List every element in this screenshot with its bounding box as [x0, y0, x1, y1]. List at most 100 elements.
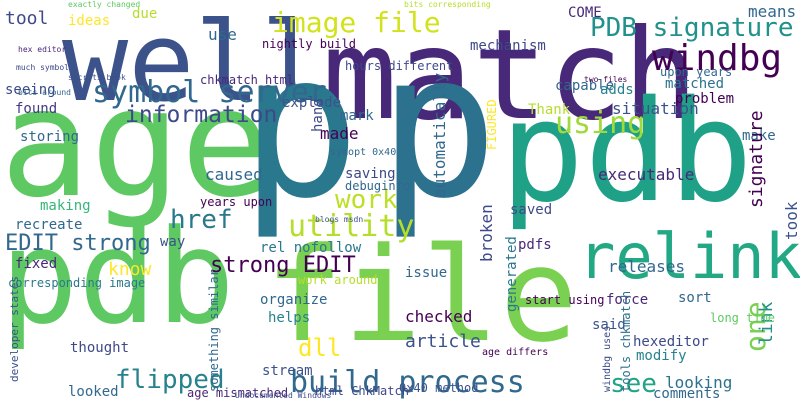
- word: stream: [262, 363, 313, 379]
- word: know: [108, 259, 152, 280]
- word: age mismatched: [187, 386, 288, 400]
- word: seeing: [5, 82, 56, 98]
- word: match: [322, 3, 698, 148]
- word: image file: [272, 6, 441, 39]
- word: EDIT strong: [5, 231, 151, 256]
- word: releases: [608, 257, 685, 276]
- word: Thank: [528, 102, 571, 118]
- word: said: [592, 317, 626, 333]
- word: chkmatch html: [200, 73, 294, 87]
- word: html ChkMatch: [315, 384, 409, 398]
- word: p: [240, 10, 360, 243]
- word: modify: [636, 348, 687, 364]
- word: use: [208, 25, 237, 44]
- word: checked: [405, 307, 472, 326]
- word: saving: [345, 166, 396, 182]
- word: pdfs: [518, 237, 552, 253]
- word: years upon: [200, 195, 272, 209]
- word: caused: [205, 165, 263, 184]
- word: broken: [477, 204, 496, 262]
- word: looking: [665, 373, 732, 392]
- word: hex editor: [18, 45, 66, 54]
- word: situation: [612, 99, 699, 118]
- word: utility: [288, 209, 414, 244]
- word: age: [0, 57, 271, 231]
- word: windbg uses: [602, 326, 613, 392]
- word: hexeditor: [633, 334, 709, 350]
- word: problem: [675, 91, 734, 107]
- word: href: [170, 205, 233, 235]
- word: something similar: [207, 269, 221, 392]
- word: rel nofollow: [260, 240, 362, 256]
- word: windbg: [652, 38, 782, 79]
- word: hand: [310, 98, 326, 132]
- word: took: [782, 201, 800, 240]
- word: hours different: [345, 59, 453, 73]
- word: issue: [405, 265, 447, 281]
- word: corresponding image: [8, 276, 145, 290]
- word: dll: [298, 334, 341, 362]
- word: pdb: [500, 71, 753, 234]
- word: saved: [510, 202, 552, 218]
- word: bits around: [18, 88, 71, 97]
- word: flipped: [115, 365, 225, 395]
- word: see: [610, 369, 657, 399]
- word: automatically: [430, 72, 449, 198]
- word: ideas: [68, 13, 110, 29]
- word: recreate: [15, 217, 82, 233]
- word: explode: [282, 95, 341, 111]
- word: force: [606, 292, 648, 308]
- word: tools chkmatch: [619, 291, 633, 392]
- word: one: [739, 301, 772, 352]
- word: article: [405, 331, 481, 352]
- word: long time: [710, 311, 775, 325]
- word: signature: [746, 110, 767, 208]
- word: strong EDIT: [210, 253, 356, 278]
- word: due: [132, 6, 157, 22]
- word: exactly changed: [68, 0, 140, 9]
- word: found: [15, 101, 57, 117]
- word: secrets book: [68, 73, 126, 82]
- word: means: [748, 2, 796, 21]
- word: adds: [600, 82, 634, 98]
- word: work around: [298, 273, 377, 287]
- word: way: [160, 234, 185, 250]
- word: made: [320, 124, 359, 143]
- word: bits corresponding: [404, 0, 491, 9]
- word: FIGURED: [485, 99, 499, 150]
- word: comments: [653, 386, 720, 400]
- word: sort: [678, 290, 712, 306]
- word: executable: [598, 165, 694, 184]
- word: upon years: [660, 65, 732, 79]
- word: COME: [568, 5, 602, 21]
- word: nightly build: [262, 37, 356, 51]
- word: two files: [584, 75, 628, 84]
- word: using: [555, 106, 645, 141]
- word: symopt 0x40: [330, 147, 396, 158]
- word: organize: [260, 292, 327, 308]
- word: build process: [290, 365, 525, 400]
- word: helps: [268, 310, 310, 326]
- word: age differs: [482, 347, 548, 358]
- word: p: [378, 10, 498, 243]
- word: PDB signature: [590, 13, 794, 43]
- word: thought: [70, 340, 129, 356]
- word: tool: [5, 8, 48, 29]
- word: developer states: [8, 276, 21, 382]
- word: make: [742, 128, 776, 144]
- word: information: [125, 102, 277, 128]
- word: pdb: [0, 201, 235, 353]
- word: storing: [20, 129, 79, 145]
- word: 0x40 method: [399, 381, 478, 395]
- word: file: [265, 219, 578, 371]
- word: relink: [578, 220, 800, 293]
- word: mark: [340, 108, 374, 124]
- word: making: [40, 198, 91, 214]
- word: much symbol: [16, 63, 69, 72]
- word: debuginfo: [345, 179, 410, 193]
- word: looked: [68, 384, 119, 400]
- word: blogs msdn: [315, 215, 363, 224]
- word: Undocumented Windows: [235, 391, 332, 400]
